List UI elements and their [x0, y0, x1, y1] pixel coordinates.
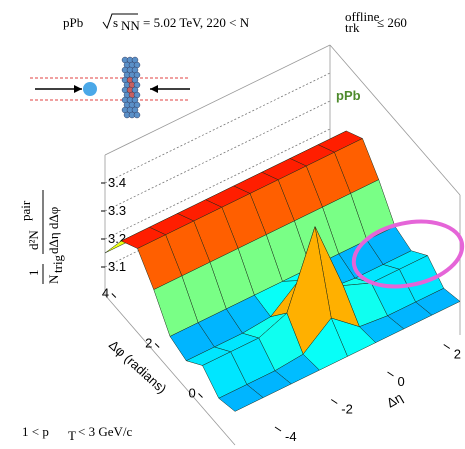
x-tick — [443, 344, 451, 349]
arrow-head — [150, 85, 158, 93]
highlight-ring — [351, 219, 465, 289]
box-edge — [329, 44, 461, 196]
nucleon — [133, 111, 141, 119]
z-label-den: dΔη dΔφ — [46, 207, 61, 254]
box-edge — [104, 294, 236, 446]
title-n-sup: offline — [345, 9, 380, 24]
surface-patch — [218, 384, 264, 412]
grid-line — [104, 100, 331, 212]
arrow-head — [74, 85, 82, 93]
note-pre: 1 < p — [22, 424, 49, 439]
note-sub: T — [68, 428, 76, 443]
x-tick — [274, 426, 282, 432]
note-post: < 3 GeV/c — [78, 424, 132, 439]
title-range: ≤ 260 — [377, 15, 407, 30]
y-tick — [111, 293, 117, 298]
z-label-ntrig-sub: trig — [50, 254, 65, 273]
x-tick-label: -4 — [285, 429, 297, 444]
z-label-num-sup: pair — [18, 200, 33, 221]
y-tick — [198, 393, 203, 398]
title-energy: = 5.02 TeV, 220 < N — [143, 15, 250, 30]
nucleus — [121, 56, 141, 119]
y-tick-label: 2 — [145, 336, 152, 351]
surface — [104, 130, 461, 412]
grid-line — [104, 72, 331, 184]
x-axis-label: Δη — [384, 390, 405, 411]
title-sqrt-sub: NN — [121, 18, 140, 33]
z-label-one: 1 — [26, 270, 41, 277]
y-tick — [154, 343, 160, 348]
x-tick-label: -2 — [341, 402, 353, 417]
z-label: 1 N trig d²N pair dΔη dΔφ — [18, 190, 65, 284]
x-tick — [387, 371, 394, 377]
collision-sketch — [30, 56, 190, 119]
y-tick-label: 4 — [102, 286, 109, 301]
sqrt-sign — [102, 13, 138, 30]
box-edge — [104, 44, 331, 156]
title-n-sub: trk — [345, 20, 360, 35]
x-tick-label: 0 — [398, 374, 405, 389]
title-system: pPb — [63, 15, 83, 30]
z-label-ntrig: N — [46, 274, 61, 284]
x-tick-label: 2 — [454, 347, 461, 362]
z-tick-label: 3.3 — [108, 203, 126, 218]
y-tick-label: 0 — [189, 386, 196, 401]
z-label-num: d²N — [26, 230, 41, 250]
proton — [83, 82, 97, 96]
z-tick-label: 3.4 — [108, 175, 126, 190]
y-axis-label: Δφ (radians) — [106, 337, 170, 396]
z-tick-label: 3.1 — [108, 259, 126, 274]
x-tick — [330, 399, 338, 404]
title-sqrt: s — [113, 15, 118, 30]
grid-line — [104, 128, 331, 240]
system-tag: pPb — [336, 88, 361, 103]
